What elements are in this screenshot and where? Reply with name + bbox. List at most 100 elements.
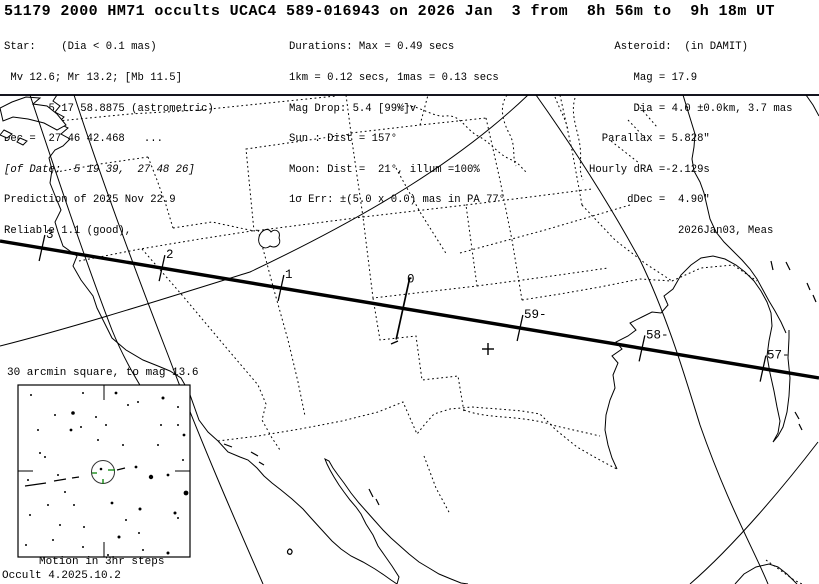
small-islands <box>223 260 817 555</box>
coastline-nova-scotia <box>805 95 819 117</box>
app-version-label: Occult 4.2025.10.2 <box>2 570 121 582</box>
path-tick <box>516 314 524 342</box>
inset-star <box>47 504 49 506</box>
path-tick-label: 2 <box>166 248 174 262</box>
inset-star <box>183 490 189 496</box>
map-canvas: 3 2 1 0 59- 58- 57- <box>0 95 819 584</box>
inset-star <box>99 467 103 471</box>
path-tick <box>158 254 166 282</box>
limit-line-west-a <box>29 95 151 403</box>
star-line-of-date: [of Date: 5 19 39, 27 48 26] <box>4 163 195 176</box>
inset-star <box>160 424 162 426</box>
coastline-baja-mexico <box>217 440 469 584</box>
event-line: Sun : Dist = 157° <box>289 133 398 146</box>
header-asteroid-block: Asteroid: (in DAMIT) Mag = 17.9 Dia = 4.… <box>589 22 792 257</box>
inset-star <box>138 532 140 534</box>
inset-star <box>82 392 84 394</box>
inset-star <box>105 424 107 426</box>
star-line: Mv 12.6; Mr 13.2; [Mb 11.5] <box>4 72 183 84</box>
inset-star <box>177 517 179 519</box>
star-line: Dec = 27 46 42.468 ... <box>4 133 163 146</box>
page-title: 51179 2000 HM71 occults UCAC4 589-016943… <box>4 3 775 20</box>
inset-star <box>44 456 46 458</box>
asteroid-motion-track <box>24 467 126 487</box>
inset-star <box>25 544 27 546</box>
inset-star <box>64 491 66 493</box>
limit-line-southeast <box>689 441 819 584</box>
path-tick <box>277 274 285 302</box>
star-chart-inset <box>17 384 191 558</box>
coastline-cuba <box>734 563 798 584</box>
inset-star <box>82 546 84 548</box>
inset-star <box>114 391 118 395</box>
star-line: Star: (Dia < 0.1 mas) <box>4 41 157 54</box>
inset-caption: Motion in 3hr steps <box>39 556 165 568</box>
altitude-arc <box>0 95 529 347</box>
inset-star <box>97 439 99 441</box>
inset-star <box>161 396 165 400</box>
inset-star <box>30 394 32 396</box>
inset-star <box>173 511 177 515</box>
auxiliary-limit-lines <box>0 95 819 584</box>
path-tick-label: 3 <box>46 228 54 242</box>
inset-star <box>182 459 184 461</box>
asteroid-line: Mag = 17.9 <box>589 72 698 84</box>
limit-line-east <box>535 95 769 584</box>
inset-star <box>95 416 97 418</box>
inset-star <box>107 554 109 556</box>
header-event-block: Durations: Max = 0.49 secs 1km = 0.12 se… <box>289 22 505 226</box>
asteroid-line: Parallax = 5.828" <box>589 133 710 146</box>
star-line: Reliable 1.1 (good), <box>4 224 132 237</box>
coastline-pacific <box>48 95 219 442</box>
inset-star-field <box>25 391 189 556</box>
header-separator <box>0 94 819 96</box>
inset-star <box>177 424 179 426</box>
inset-star <box>117 535 121 539</box>
path-tick-label: 0 <box>407 272 415 286</box>
inset-star <box>59 524 61 526</box>
event-line: 1km = 0.12 secs, 1mas = 0.13 secs <box>289 72 499 84</box>
inset-star <box>166 551 170 555</box>
occultation-path <box>0 239 819 380</box>
path-tick <box>38 234 46 262</box>
path-tick <box>638 335 646 362</box>
inset-star <box>69 428 73 432</box>
inset-star <box>80 426 82 428</box>
asteroid-date-line: 2026Jan03, Meas <box>589 224 774 237</box>
coastline-vancouver-island <box>0 96 67 146</box>
inset-star <box>142 549 144 551</box>
inset-star <box>110 501 114 505</box>
coastline-atlantic <box>682 95 787 334</box>
inset-star <box>127 404 129 406</box>
inset-star <box>138 507 142 511</box>
coastline-gulf-florida <box>604 255 791 470</box>
inset-star <box>73 504 75 506</box>
limit-line-west-b <box>73 95 264 584</box>
path-tick <box>759 355 767 382</box>
asteroid-line: Dia = 4.0 ±0.0km, 3.7 mas <box>589 102 793 115</box>
path-tick-label: 58- <box>646 328 669 342</box>
target-crosshair-marks <box>92 469 115 484</box>
event-line: Mag Drop: 5.4 [99%]v <box>289 102 417 115</box>
event-line: Durations: Max = 0.49 secs <box>289 41 455 54</box>
path-tick-label: 57- <box>767 349 790 363</box>
inset-star <box>122 444 124 446</box>
inset-star <box>177 406 179 408</box>
star-line: Prediction of 2025 Nov 22.9 <box>4 194 176 207</box>
event-line: 1σ Err: ±(5.0 x 0.0) mas in PA 77° <box>289 194 506 207</box>
inset-title: 30 arcmin square, to mag 13.6 <box>7 367 199 379</box>
path-tick <box>395 277 411 340</box>
plus-marker <box>482 343 494 355</box>
inset-star <box>71 411 75 415</box>
inset-star <box>137 401 139 403</box>
state-borders <box>50 95 803 584</box>
inset-star <box>27 479 29 481</box>
inset-star <box>29 514 31 516</box>
inset-star <box>166 473 170 477</box>
inset-star <box>157 444 159 446</box>
inset-star <box>182 433 186 437</box>
asteroid-line: Hourly dRA =-2.129s <box>589 163 710 176</box>
inset-star <box>37 429 39 431</box>
inset-star <box>148 474 154 480</box>
